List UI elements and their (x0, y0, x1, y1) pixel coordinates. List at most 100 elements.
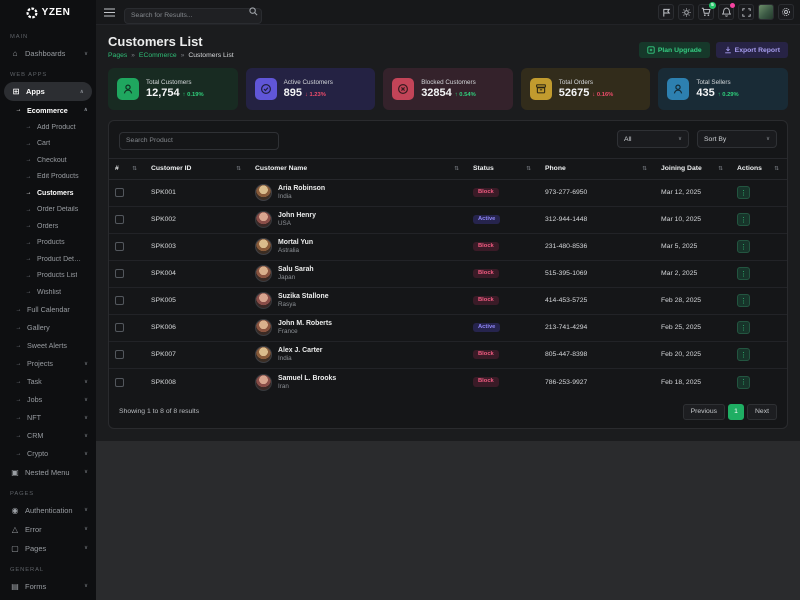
row-checkbox[interactable] (115, 377, 124, 387)
sidebar-item[interactable]: → Gallery (0, 319, 96, 337)
stat-card-blocked-customers[interactable]: Blocked Customers 32854 ↑ 0.54% (383, 68, 513, 110)
upgrade-icon (647, 46, 655, 54)
menu-toggle-icon[interactable] (102, 5, 116, 19)
stat-value: 12,754 (146, 87, 180, 99)
sidebar-item-icon: → (15, 414, 22, 421)
sidebar-item-label: Edit Products (37, 173, 79, 181)
notifications-bell-icon[interactable] (718, 3, 735, 20)
table-column-header[interactable]: Customer ID (145, 165, 249, 172)
phone-cell: 414-453-5725 (545, 297, 588, 304)
row-select-cell (109, 269, 145, 278)
sidebar-item[interactable]: → Projects ∨ (0, 355, 96, 373)
table-row[interactable]: SPK005 Suzika Stallone Rasya Block (109, 288, 787, 315)
sidebar-item[interactable]: → Orders (0, 218, 96, 235)
row-checkbox[interactable] (115, 188, 124, 197)
stat-card-total-orders[interactable]: Total Orders 52675 ↓ 0.16% (520, 68, 651, 110)
sidebar-item-label: MAIN (10, 34, 29, 40)
table-row[interactable]: SPK008 Samuel L. Brooks Iran Block (109, 369, 787, 396)
language-icon[interactable] (658, 4, 674, 20)
stat-card-total-sellers[interactable]: Total Sellers 435 ↑ 0.29% (658, 68, 788, 110)
sidebar-item[interactable]: → Cart (0, 136, 96, 153)
row-actions-menu-icon[interactable]: ⋮ (737, 240, 750, 253)
sort-select[interactable]: Sort By (697, 130, 777, 149)
sidebar-item[interactable]: → Products (0, 235, 96, 252)
sidebar-item[interactable]: ⌂ Dashboards ∨ (0, 44, 96, 63)
row-actions-menu-icon[interactable]: ⋮ (737, 186, 750, 199)
table-column-header[interactable]: # (109, 165, 145, 172)
row-checkbox[interactable] (115, 215, 124, 224)
sidebar-item[interactable]: → Products List (0, 268, 96, 285)
table-column-header[interactable]: Joining Date (655, 165, 731, 172)
joining-date-cell: Mar 12, 2025 (661, 189, 702, 196)
sidebar-item[interactable]: → Customers (0, 185, 96, 202)
row-actions-menu-icon[interactable]: ⋮ (737, 213, 750, 226)
table-column-header[interactable]: Actions (731, 165, 787, 172)
row-checkbox[interactable] (115, 350, 124, 359)
search-icon[interactable] (249, 7, 258, 16)
table-row[interactable]: SPK001 Aria Robinson India Block (109, 180, 787, 207)
sidebar-item[interactable]: → CRM ∨ (0, 427, 96, 445)
table-row[interactable]: SPK002 John Henry USA Active (109, 207, 787, 234)
row-actions-menu-icon[interactable]: ⋮ (737, 294, 750, 307)
sidebar-item[interactable]: ▣ Nested Menu ∨ (0, 463, 96, 482)
stat-card-active-customers[interactable]: Active Customers 895 ↓ 1.23% (245, 68, 376, 110)
sidebar-item[interactable]: ▤ Forms ∨ (0, 577, 96, 596)
table-row[interactable]: SPK003 Mortal Yun Astralia Block (109, 234, 787, 261)
row-checkbox[interactable] (115, 323, 124, 332)
next-page-button[interactable]: Next (747, 403, 777, 420)
row-actions-menu-icon[interactable]: ⋮ (737, 348, 750, 361)
row-checkbox[interactable] (115, 269, 124, 278)
sidebar-item[interactable]: → Add Product (0, 119, 96, 136)
fullscreen-icon[interactable] (738, 4, 754, 20)
previous-page-button[interactable]: Previous (682, 403, 726, 420)
table-row[interactable]: SPK007 Alex J. Carter India Block (109, 342, 787, 369)
row-checkbox[interactable] (115, 296, 124, 305)
breadcrumb-link[interactable]: ECommerce (138, 52, 177, 59)
sidebar-item[interactable]: → Full Calendar (0, 301, 96, 319)
sidebar-item-icon: ▢ (11, 543, 19, 553)
sidebar-item[interactable]: → Checkout (0, 152, 96, 169)
row-checkbox[interactable] (115, 242, 124, 251)
stat-card-total-customers[interactable]: Total Customers 12,754 ↑ 0.19% (108, 68, 238, 110)
table-column-header[interactable]: Phone (539, 165, 655, 172)
brand[interactable]: YZEN (0, 0, 96, 25)
page-title-block: Customers List Pages » ECommerce » Custo… (108, 34, 234, 59)
row-actions-menu-icon[interactable]: ⋮ (737, 321, 750, 334)
cart-icon[interactable]: 5 (698, 2, 716, 20)
sidebar-item[interactable]: → Wishlist (0, 284, 96, 301)
table-row[interactable]: SPK006 John M. Roberts France Active (109, 315, 787, 342)
sidebar-item[interactable]: → Order Details (0, 202, 96, 219)
sidebar-item-label: Ecommerce (27, 105, 68, 115)
sidebar-item[interactable]: → Ecommerce ∧ (0, 101, 96, 119)
theme-toggle-icon[interactable] (678, 4, 694, 20)
global-search-input[interactable] (124, 7, 262, 24)
cart-badge: 5 (709, 2, 716, 9)
settings-gear-icon[interactable] (778, 4, 794, 20)
sidebar-item[interactable]: → Sweet Alerts (0, 337, 96, 355)
row-actions-menu-icon[interactable]: ⋮ (737, 375, 750, 389)
product-search-input[interactable] (119, 131, 279, 150)
filter-select[interactable]: All (617, 130, 689, 149)
sidebar-item[interactable]: → Jobs ∨ (0, 391, 96, 409)
table-row[interactable]: SPK004 Salu Sarah Japan Block (109, 261, 787, 288)
export-report-button[interactable]: Export Report (715, 42, 788, 58)
plan-upgrade-button[interactable]: Plan Upgrade (638, 42, 710, 58)
sidebar-item[interactable]: → Edit Products (0, 169, 96, 186)
customer-id-cell: SPK006 (151, 324, 176, 331)
stat-trend: ↓ 0.16% (592, 92, 614, 98)
sidebar-item[interactable]: → Task ∨ (0, 373, 96, 391)
sidebar-item[interactable]: → NFT ∨ (0, 409, 96, 427)
table-column-header[interactable]: Customer Name (249, 165, 467, 172)
sidebar-item[interactable]: → Product Details (0, 251, 96, 268)
user-avatar[interactable] (758, 4, 774, 20)
breadcrumb-link[interactable]: Pages (108, 52, 128, 59)
sidebar-item[interactable]: ⊞ Apps ∧ (4, 82, 92, 101)
sidebar-item[interactable]: ◉ Authentication ∨ (0, 501, 96, 520)
table-column-header[interactable]: Status (467, 165, 539, 172)
page-1-button[interactable]: 1 (728, 403, 745, 420)
sidebar-item[interactable]: → Crypto ∨ (0, 445, 96, 463)
row-actions-menu-icon[interactable]: ⋮ (737, 267, 750, 280)
stat-value: 895 (283, 87, 302, 99)
sidebar-item[interactable]: △ Error ∨ (0, 520, 96, 539)
sidebar-item[interactable]: ▢ Pages ∨ (0, 539, 96, 558)
